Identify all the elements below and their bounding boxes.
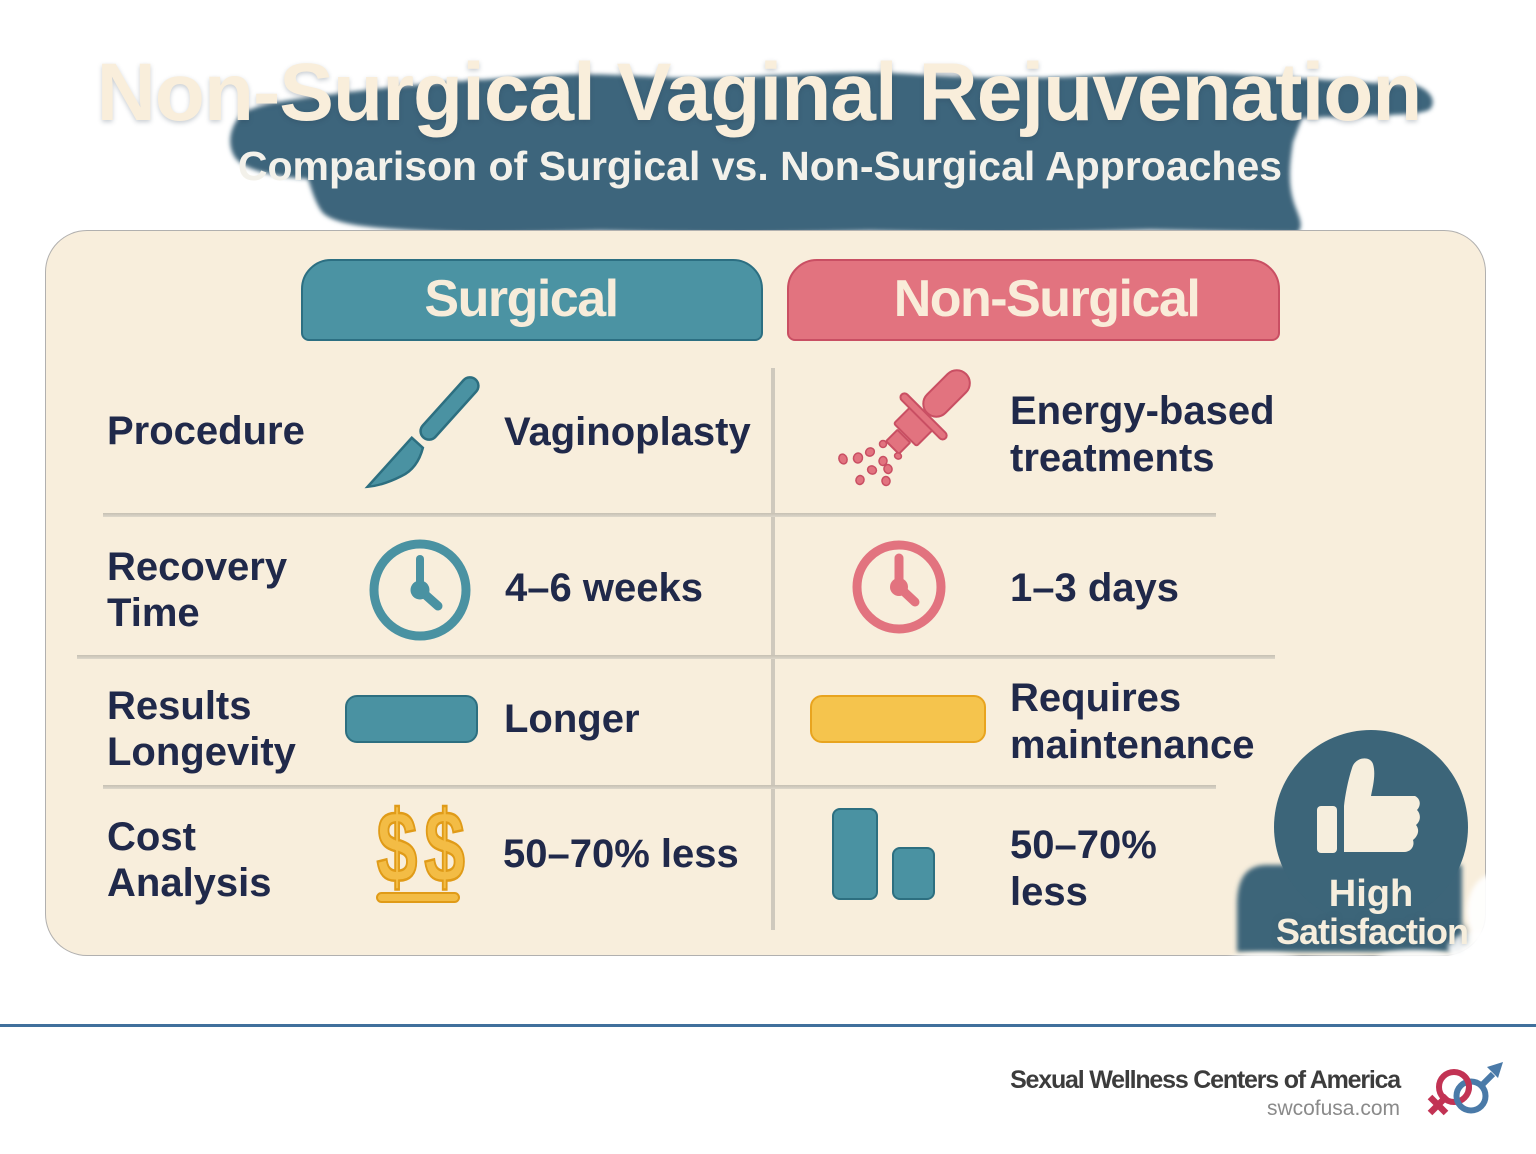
svg-text:High: High — [1329, 873, 1413, 915]
svg-text:Satisfaction: Satisfaction — [1276, 911, 1468, 952]
svg-text:$: $ — [377, 790, 418, 904]
svg-text:$: $ — [424, 790, 465, 904]
